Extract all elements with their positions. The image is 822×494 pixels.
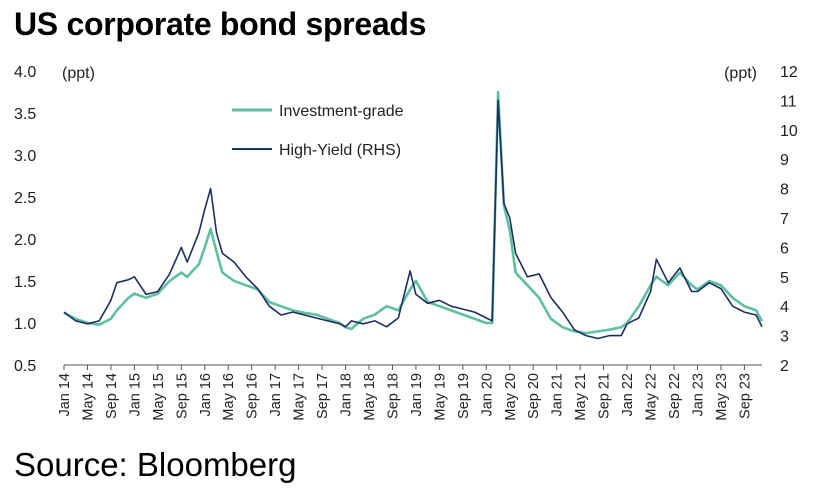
right-tick-label: 4 [780, 299, 789, 316]
x-tick-label: Jan 20 [479, 373, 495, 417]
x-tick-label: Jan 15 [127, 373, 143, 417]
x-tick-label: Sep 18 [385, 373, 401, 419]
right-tick-label: 3 [780, 329, 789, 346]
x-tick-label: May 18 [362, 373, 378, 421]
x-tick-label: Jan 21 [550, 373, 566, 417]
legend: Investment-grade High-Yield (RHS) [232, 103, 404, 159]
chart-title: US corporate bond spreads [14, 6, 427, 42]
x-tick-label: Jan 19 [409, 373, 425, 417]
right-tick-label: 12 [780, 64, 798, 81]
x-tick-label: May 22 [644, 373, 660, 421]
x-tick-label: Sep 21 [597, 373, 613, 419]
legend-label-high-yield: High-Yield (RHS) [279, 142, 401, 159]
series-layer [63, 90, 764, 340]
left-tick-label: 3.5 [14, 106, 36, 123]
left-tick-label: 1.5 [14, 274, 36, 291]
left-tick-label: 0.5 [14, 358, 36, 375]
x-tick-label: Sep 20 [526, 373, 542, 419]
x-tick-label: Jan 23 [690, 373, 706, 417]
right-tick-label: 9 [780, 152, 789, 169]
left-tick-label: 3.0 [14, 148, 36, 165]
x-tick-label: May 23 [714, 373, 730, 421]
x-tick-label: May 17 [292, 373, 308, 421]
left-axis-ticks: 0.5 1.0 1.5 2.0 2.5 3.0 3.5 4.0 [14, 64, 36, 375]
left-tick-label: 4.0 [14, 64, 36, 81]
x-tick-label: Jan 16 [198, 373, 214, 417]
left-tick-label: 2.5 [14, 190, 36, 207]
right-tick-label: 5 [780, 270, 789, 287]
x-tick-label: May 19 [432, 373, 448, 421]
left-tick-label: 1.0 [14, 316, 36, 333]
right-tick-label: 7 [780, 211, 789, 228]
left-axis-unit: (ppt) [62, 65, 95, 82]
series-line-investment-grade [63, 90, 764, 335]
right-axis-unit: (ppt) [724, 65, 757, 82]
left-tick-label: 2.0 [14, 232, 36, 249]
x-tick-label: Sep 19 [456, 373, 472, 419]
x-tick-label: May 16 [221, 373, 237, 421]
x-tick-label: May 20 [503, 373, 519, 421]
source-note: Source: Bloomberg [14, 446, 297, 483]
x-tick-label: Jan 17 [268, 373, 284, 417]
legend-label-investment-grade: Investment-grade [279, 103, 404, 120]
right-tick-label: 8 [780, 182, 789, 199]
x-axis-ticks: Jan 14 May 14 Sep 14 Jan 15 May 15 Sep 15 Jan … [57, 365, 753, 421]
x-tick-label: Jan 14 [57, 373, 73, 417]
x-tick-label: Sep 22 [667, 373, 683, 419]
right-tick-label: 6 [780, 240, 789, 257]
x-tick-label: Jan 18 [339, 373, 355, 417]
x-tick-label: May 14 [80, 373, 96, 421]
x-tick-label: Sep 16 [245, 373, 261, 419]
x-tick-label: Sep 23 [737, 373, 753, 419]
right-axis-ticks: 2 3 4 5 6 7 8 9 10 11 12 [780, 64, 798, 375]
x-tick-label: Sep 17 [315, 373, 331, 419]
right-tick-label: 11 [780, 93, 797, 110]
right-tick-label: 2 [780, 358, 789, 375]
series-line-high-yield [63, 99, 763, 340]
x-tick-label: May 21 [573, 373, 589, 421]
x-tick-label: Sep 14 [104, 373, 120, 419]
x-tick-label: Sep 15 [174, 373, 190, 419]
x-tick-label: Jan 22 [620, 373, 636, 417]
right-tick-label: 10 [780, 123, 798, 140]
x-tick-label: May 15 [151, 373, 167, 421]
